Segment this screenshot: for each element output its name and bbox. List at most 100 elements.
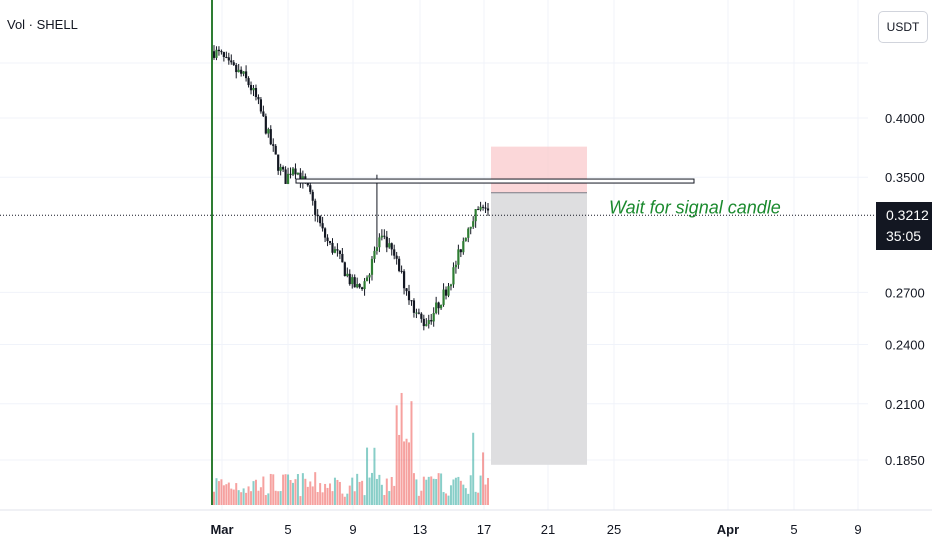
candle-body: [459, 249, 462, 253]
candle-body: [447, 286, 450, 296]
time-axis[interactable]: Mar 5 9 13 17 21 25 Apr 5 9: [0, 509, 932, 537]
volume-bar: [329, 483, 332, 505]
volume-bar: [316, 492, 319, 505]
time-tick-label: 9: [854, 522, 861, 537]
volume-bar: [467, 493, 470, 505]
time-tick-label: Mar: [210, 522, 233, 537]
volume-bar: [252, 481, 255, 505]
candle-body: [383, 235, 386, 237]
candle-body: [237, 69, 240, 73]
volume-bar: [435, 479, 438, 505]
candle-body: [351, 277, 354, 285]
candle-body: [420, 313, 423, 319]
indicator-legend[interactable]: Vol · SHELL: [7, 17, 78, 32]
volume-bar: [257, 490, 260, 505]
volume-bar: [427, 476, 430, 505]
candle-body: [286, 173, 290, 184]
candle-body: [272, 144, 275, 146]
volume-bar: [299, 496, 302, 505]
volume-bar: [472, 432, 475, 505]
volume-bar: [351, 477, 354, 505]
candle-body: [232, 62, 235, 65]
volume-bar: [430, 476, 433, 505]
volume-bar: [361, 480, 364, 505]
price-tick-label: 0.3500: [885, 170, 925, 185]
volume-bar: [366, 447, 369, 505]
volume-bar: [462, 484, 465, 505]
candle-body: [215, 49, 218, 58]
resistance-line: [295, 178, 695, 184]
volume-bar: [459, 480, 462, 505]
candle-body: [385, 236, 388, 248]
volume-bar: [321, 492, 324, 505]
price-tick-label: 0.2700: [885, 285, 925, 300]
candle-body: [457, 249, 460, 265]
volume-bar: [306, 486, 309, 505]
candle-body: [368, 274, 371, 278]
candle-body: [331, 242, 334, 253]
volume-bar: [415, 479, 418, 505]
candle-body: [247, 78, 250, 86]
volume-bar: [284, 474, 287, 505]
currency-button[interactable]: USDT: [878, 11, 928, 43]
price-axis[interactable]: 0.4000 0.3500 0.2700 0.2400 0.2100 0.1850: [885, 111, 925, 468]
candle-body: [395, 255, 398, 259]
volume-bar: [383, 495, 386, 505]
volume-bar: [398, 434, 401, 505]
volume-bar: [425, 479, 428, 505]
candle-body: [415, 312, 418, 314]
candle-body: [378, 237, 381, 248]
candle-body: [469, 226, 472, 229]
candle-body: [212, 51, 216, 58]
candle-body: [319, 216, 322, 224]
candle-body: [422, 318, 425, 327]
volume-bar: [247, 486, 250, 505]
volume-bar: [222, 485, 225, 505]
candle-body: [333, 249, 337, 253]
volume-bar: [479, 475, 482, 505]
volume-bar: [336, 479, 339, 505]
candle-body: [282, 167, 285, 170]
current-price-tag: 0.3212 35:05: [876, 202, 932, 250]
volume-bar: [269, 473, 272, 505]
time-tick-label: 5: [790, 522, 797, 537]
candle-body: [299, 172, 302, 182]
candle-body: [314, 200, 317, 215]
candle-body: [380, 235, 383, 238]
candle-body: [267, 129, 270, 134]
candle-body: [462, 241, 465, 253]
candle-body: [220, 51, 223, 53]
candle-body: [326, 237, 329, 242]
volume-bar: [277, 491, 280, 505]
candle-body: [393, 249, 396, 256]
volume-bar: [457, 476, 460, 505]
volume-bar: [346, 493, 349, 505]
candle-body: [222, 52, 225, 57]
volume-bar: [326, 487, 329, 505]
volume-bar: [259, 487, 262, 505]
volume-bar: [289, 480, 292, 505]
candle-body: [259, 99, 263, 112]
volume-bar: [373, 447, 376, 505]
candle-body: [356, 284, 359, 288]
bar-countdown: 35:05: [886, 228, 922, 244]
volume-bar: [358, 481, 361, 505]
time-tick-label: 17: [477, 522, 491, 537]
candle-body: [254, 87, 258, 98]
chart-overlays[interactable]: Wait for signal candle: [0, 178, 876, 217]
volume-bar: [412, 473, 415, 505]
volume-bar: [237, 490, 240, 505]
candle-body: [477, 209, 480, 211]
volume-bar: [395, 405, 398, 505]
volume-bar: [309, 481, 312, 505]
time-tick-label: 21: [541, 522, 555, 537]
volume-bar: [324, 483, 327, 505]
candle-body: [240, 69, 243, 74]
candle-body: [336, 249, 339, 251]
volume-bar: [410, 401, 413, 505]
candle-body: [398, 258, 401, 271]
candle-body: [430, 320, 433, 322]
volume-bar: [452, 479, 455, 505]
position-zones[interactable]: [491, 146, 587, 465]
